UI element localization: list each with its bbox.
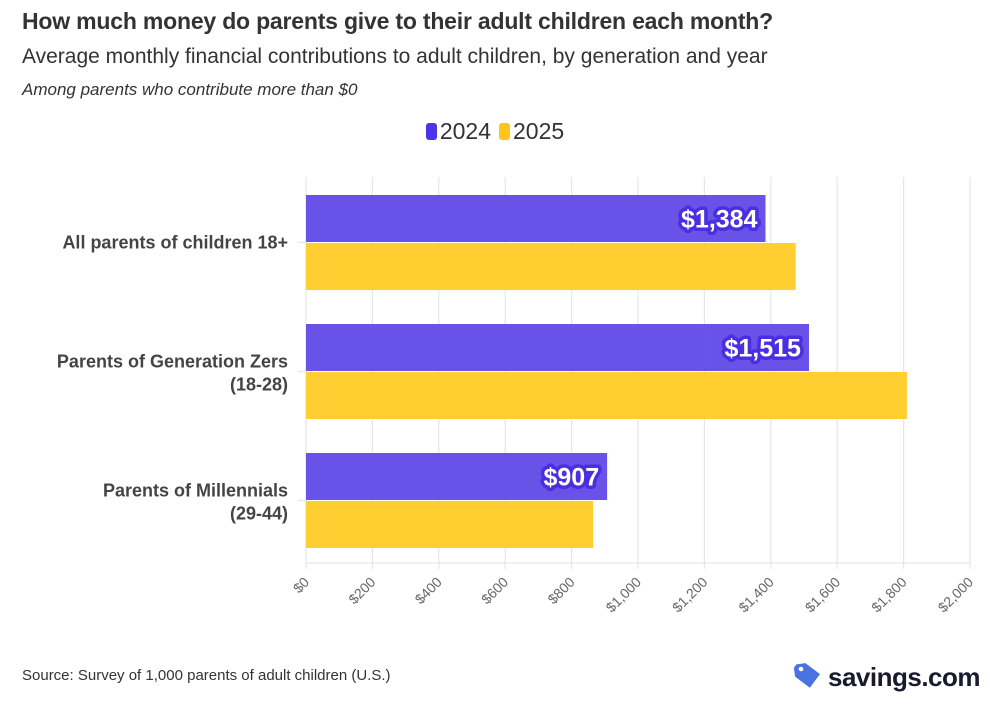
legend-label-2024: 2024 [439, 118, 491, 144]
legend-item-2025[interactable]: 2025 [499, 118, 564, 145]
legend-label-2025: 2025 [513, 118, 565, 144]
x-tick-label: $2,000 [935, 574, 977, 616]
data-label-2024: $907 [543, 464, 599, 492]
chart-note: Among parents who contribute more than $… [22, 80, 358, 99]
category-label: (29-44) [230, 504, 288, 524]
chart-title: How much money do parents give to their … [22, 8, 773, 34]
bar-2025 [306, 372, 907, 419]
x-tick-label: $1,800 [868, 574, 910, 616]
bar-2025 [306, 501, 594, 548]
x-tick-label: $1,600 [802, 574, 844, 616]
data-label-2024: $1,515 [725, 335, 802, 363]
data-label-2024: $1,384 [681, 206, 758, 234]
x-tick-label: $1,000 [603, 574, 645, 616]
x-tick-label: $200 [345, 574, 378, 607]
x-tick-label: $1,200 [669, 574, 711, 616]
price-tag-icon [792, 660, 822, 695]
bars [306, 195, 907, 548]
source-note: Source: Survey of 1,000 parents of adult… [22, 667, 391, 684]
category-label: Parents of Millennials [103, 481, 288, 501]
category-label: All parents of children 18+ [62, 233, 288, 253]
legend-swatch-2024 [425, 123, 437, 140]
brand-logo[interactable]: savings.com [792, 660, 981, 695]
x-tick-label: $400 [412, 574, 445, 607]
legend-item-2024[interactable]: 2024 [425, 118, 491, 145]
category-label: (18-28) [230, 375, 288, 395]
category-labels: All parents of children 18+ Parents of Ge… [57, 233, 288, 524]
bar-2024 [306, 195, 766, 242]
bar-2024 [306, 324, 809, 371]
legend-swatch-2025 [499, 123, 510, 140]
legend: 2024 2025 [0, 118, 990, 145]
bar-2024 [306, 453, 608, 500]
data-labels: $1,384 $1,515 $907 [540, 202, 805, 495]
bar-2025 [306, 243, 796, 290]
brand-name: savings.com [828, 662, 981, 692]
category-label: Parents of Generation Zers [57, 352, 288, 372]
x-tick-label: $600 [478, 574, 511, 607]
x-tick-label: $800 [544, 574, 577, 607]
x-tick-label: $0 [290, 574, 312, 596]
chart-subtitle: Average monthly financial contributions … [22, 45, 768, 68]
x-axis-tick-labels: $0 $200 $400 $600 $800 $1,000 $1,200 $1,400 $1,6… [290, 574, 976, 616]
x-tick-label: $1,400 [735, 574, 777, 616]
